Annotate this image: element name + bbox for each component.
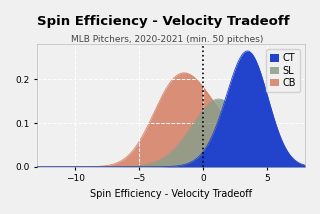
Text: Spin Efficiency - Velocity Tradeoff: Spin Efficiency - Velocity Tradeoff [37, 15, 290, 28]
Text: MLB Pitchers, 2020-2021 (min. 50 pitches): MLB Pitchers, 2020-2021 (min. 50 pitches… [70, 36, 263, 45]
X-axis label: Spin Efficiency - Velocity Tradeoff: Spin Efficiency - Velocity Tradeoff [90, 189, 252, 199]
Legend: CT, SL, CB: CT, SL, CB [266, 49, 300, 92]
